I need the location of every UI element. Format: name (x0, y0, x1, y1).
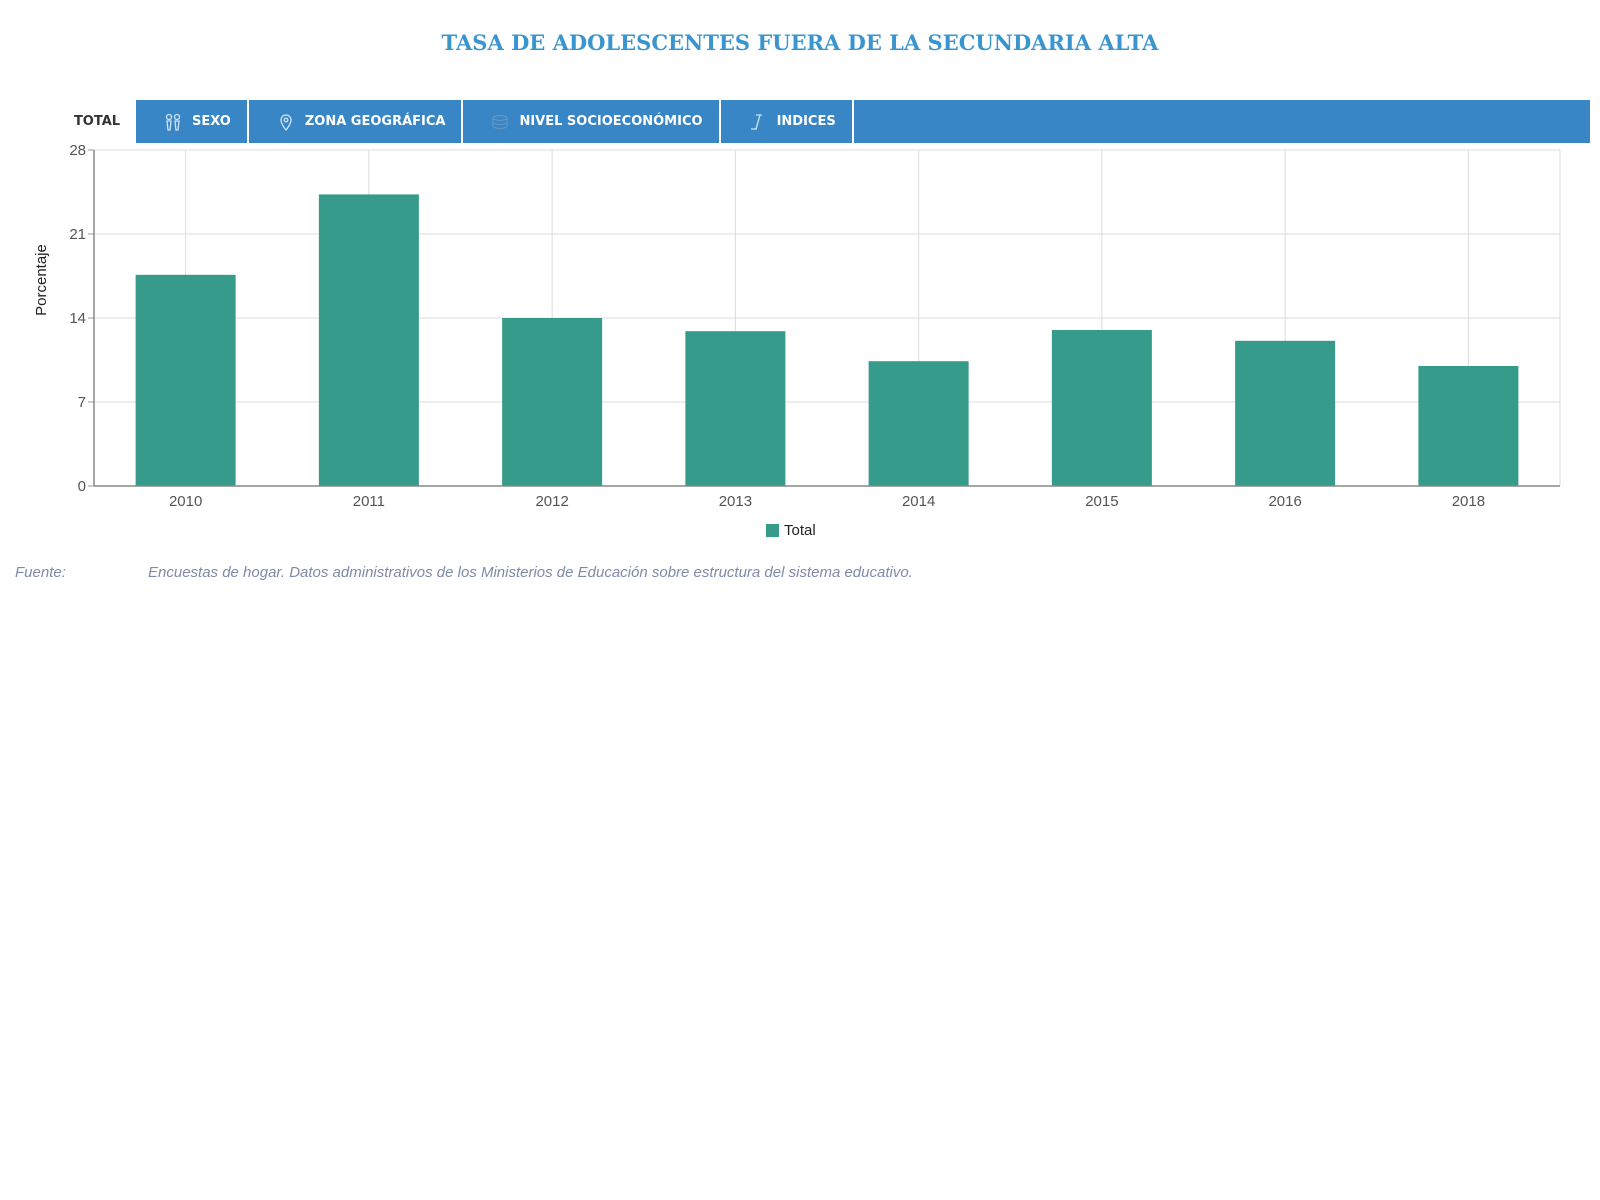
location-pin-icon (275, 111, 297, 133)
x-tick-label: 2010 (169, 493, 202, 510)
bar-2010[interactable] (135, 274, 236, 486)
tab-label: SEXO (192, 114, 231, 129)
bar-2011[interactable] (318, 194, 419, 486)
x-tick-label: 2015 (1085, 493, 1118, 510)
x-tick-label: 2013 (719, 493, 752, 510)
gender-icon (162, 111, 184, 133)
bar-2013[interactable] (685, 331, 786, 486)
chart-axes (88, 149, 1560, 487)
coins-icon (489, 111, 511, 133)
y-tick-label: 21 (69, 226, 86, 243)
bar-2015[interactable] (1051, 330, 1152, 486)
source-text: Encuestas de hogar. Datos administrativo… (148, 564, 913, 581)
legend-label-total[interactable]: Total (784, 522, 816, 539)
page-title: TASA DE ADOLESCENTES FUERA DE LA SECUNDA… (441, 30, 1159, 55)
chart-labels: 0 7 14 21 28 2010 2011 2012 2013 2014 2015 2016 2018 (69, 142, 1485, 510)
tab-indices[interactable]: INDICES (721, 100, 854, 143)
tab-bar: TOTAL SEXO ZONA GEOGRÁFICA NIVEL SOCIOEC… (58, 100, 1590, 143)
source-note: Fuente: Encuestas de hogar. Datos adminis… (15, 564, 913, 581)
tab-label: NIVEL SOCIOECONÓMICO (519, 114, 703, 129)
y-tick-label: 14 (69, 310, 86, 327)
chart-grid (94, 149, 1561, 487)
y-tick-label: 28 (69, 142, 86, 159)
x-tick-label: 2011 (353, 493, 385, 510)
bar-2012[interactable] (502, 318, 603, 486)
tab-total[interactable]: TOTAL (58, 100, 136, 143)
y-axis-label: Porcentaje (33, 244, 50, 316)
tab-strip: SEXO ZONA GEOGRÁFICA NIVEL SOCIOECONÓMIC… (136, 100, 1590, 143)
bar-2018[interactable] (1418, 366, 1519, 486)
y-tick-label: 0 (78, 478, 86, 495)
legend-swatch-total (766, 524, 779, 537)
chart-legend: Total (766, 522, 816, 539)
x-tick-label: 2012 (535, 493, 568, 510)
x-tick-label: 2014 (902, 493, 935, 510)
chart-bars (135, 194, 1519, 486)
bar-2016[interactable] (1235, 340, 1336, 486)
tab-label: ZONA GEOGRÁFICA (304, 114, 446, 129)
x-tick-label: 2016 (1268, 493, 1301, 510)
x-tick-label: 2018 (1452, 493, 1485, 510)
tab-nivel-socioeconomico[interactable]: NIVEL SOCIOECONÓMICO (463, 100, 721, 143)
bar-2014[interactable] (868, 361, 969, 486)
bar-chart: 0 7 14 21 28 2010 2011 2012 2013 2014 2015 2016 2018… (33, 142, 1561, 539)
tab-zona-geografica[interactable]: ZONA GEOGRÁFICA (249, 100, 464, 143)
y-tick-label: 7 (78, 394, 86, 411)
source-label: Fuente: (15, 564, 66, 581)
index-icon (747, 111, 769, 133)
tab-label: INDICES (776, 114, 836, 129)
tab-sexo[interactable]: SEXO (136, 100, 249, 143)
